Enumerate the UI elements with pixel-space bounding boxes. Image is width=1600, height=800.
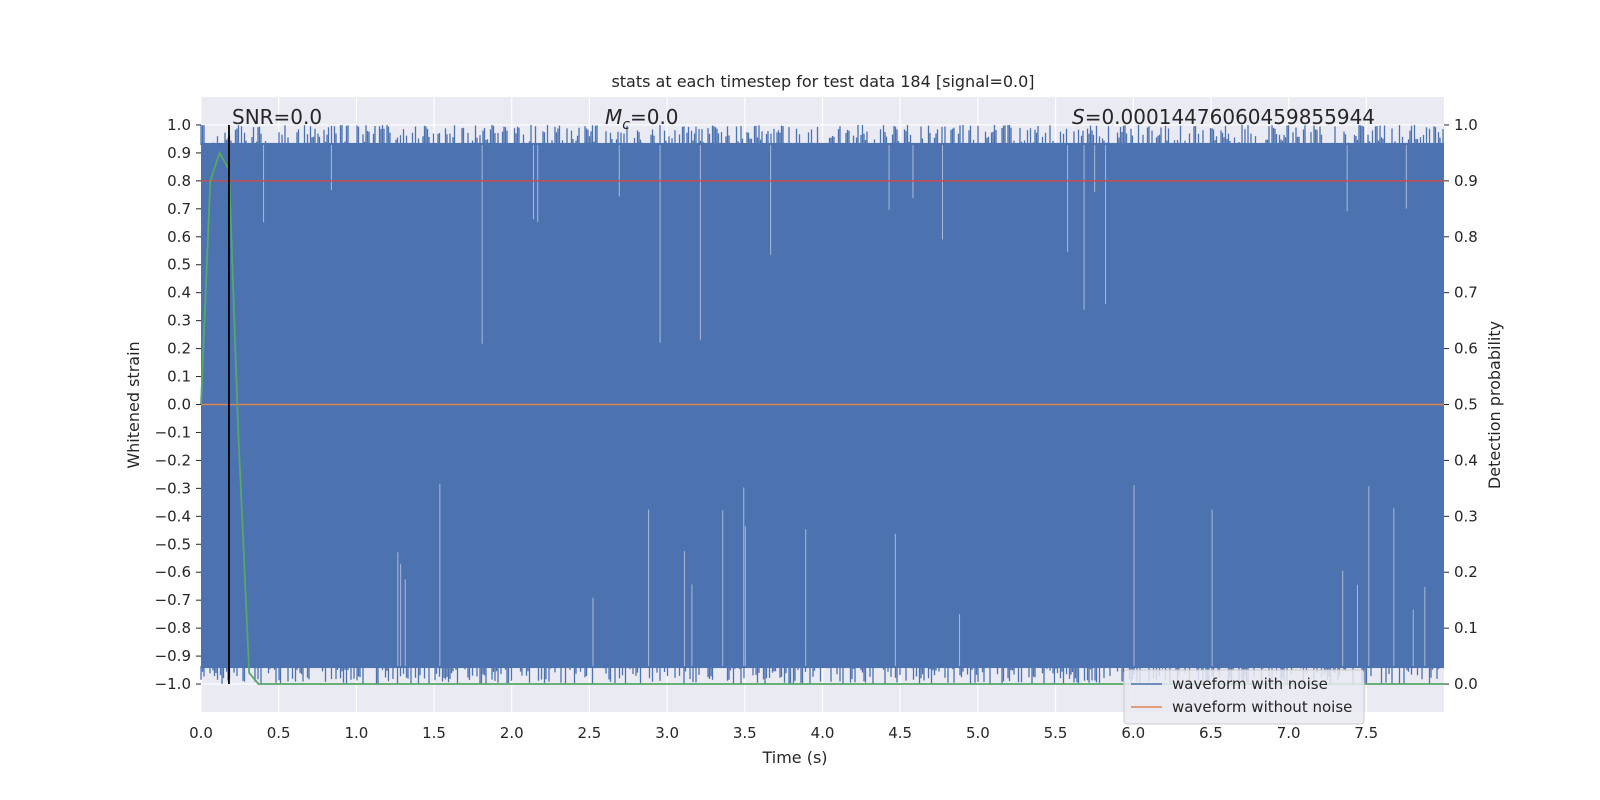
y-tick-label: 0.5 <box>167 256 191 274</box>
y-tick-label: −0.7 <box>155 591 191 609</box>
y-tick-label: 0.2 <box>167 340 191 358</box>
y-tick-label: −0.5 <box>155 535 191 553</box>
y-tick-label: 0.8 <box>167 172 191 190</box>
y2-tick-label: 1.0 <box>1454 116 1478 134</box>
x-tick-label: 5.5 <box>1044 724 1068 742</box>
mc-value: =0.0 <box>630 105 679 129</box>
y-tick-label: −0.2 <box>155 451 191 469</box>
x-tick-label: 5.0 <box>966 724 990 742</box>
x-tick-label: 1.0 <box>344 724 368 742</box>
y2-tick-label: 0.9 <box>1454 172 1478 190</box>
detection-probability-line <box>200 150 1444 685</box>
y2-tick-label: 0.2 <box>1454 563 1478 581</box>
y-tick-label: 0.6 <box>167 228 191 246</box>
x-tick-label: 7.0 <box>1277 724 1301 742</box>
x-tick-label: 4.0 <box>811 724 835 742</box>
noise-waveform-band <box>201 142 1444 669</box>
y2-tick-label: 0.5 <box>1454 396 1478 414</box>
s-value: =0.00014476060459855944 <box>1085 105 1375 129</box>
s-symbol: S <box>1072 105 1085 129</box>
x-tick-label: 0.0 <box>189 724 213 742</box>
y2-tick-label: 0.1 <box>1454 619 1478 637</box>
x-tick-label: 3.5 <box>733 724 757 742</box>
x-tick-label: 2.0 <box>500 724 524 742</box>
legend-box <box>1123 669 1365 725</box>
x-tick-label: 3.0 <box>655 724 679 742</box>
mc-subscript: c <box>622 117 630 133</box>
y-axis-label: Whitened strain <box>124 341 143 468</box>
x-tick-label: 4.5 <box>888 724 912 742</box>
x-tick-label: 7.5 <box>1354 724 1378 742</box>
y2-tick-label: 0.3 <box>1454 507 1478 525</box>
y-tick-label: −0.3 <box>155 479 191 497</box>
x-tick-label: 2.5 <box>578 724 602 742</box>
y-tick-label: −1.0 <box>155 675 191 693</box>
y-tick-label: −0.6 <box>155 563 191 581</box>
x-axis-label: Time (s) <box>761 748 827 767</box>
x-tick-label: 6.5 <box>1199 724 1223 742</box>
y-tick-label: 1.0 <box>167 116 191 134</box>
y-tick-label: −0.9 <box>155 647 191 665</box>
y-tick-label: 0.1 <box>167 368 191 386</box>
y-tick-label: 0.7 <box>167 200 191 218</box>
y-tick-label: 0.9 <box>167 144 191 162</box>
noise-waveform-bottom <box>200 629 1444 684</box>
y2-tick-label: 0.6 <box>1454 340 1478 358</box>
y-tick-label: 0.0 <box>167 396 191 414</box>
y-tick-label: −0.4 <box>155 507 191 525</box>
y-tick-label: 0.3 <box>167 312 191 330</box>
noise-waveform-top <box>200 125 1444 180</box>
mc-annotation: Mc=0.0 <box>605 105 679 133</box>
mc-symbol: M <box>605 105 622 129</box>
s-annotation: S=0.00014476060459855944 <box>1072 105 1375 129</box>
legend: waveform with noise waveform without noi… <box>1123 669 1365 725</box>
chart-title: stats at each timestep for test data 184… <box>611 72 1034 91</box>
y-tick-label: −0.1 <box>155 423 191 441</box>
x-tick-label: 6.0 <box>1121 724 1145 742</box>
y-tick-label: −0.8 <box>155 619 191 637</box>
y2-tick-label: 0.8 <box>1454 228 1478 246</box>
plot-area <box>200 97 1444 712</box>
legend-label-noise: waveform with noise <box>1172 675 1328 693</box>
annotations: SNR=0.0 Mc=0.0 S=0.00014476060459855944 <box>232 105 1375 133</box>
snr-annotation: SNR=0.0 <box>232 105 322 129</box>
y2-tick-label: 0.4 <box>1454 451 1478 469</box>
y2-tick-label: 0.0 <box>1454 675 1478 693</box>
legend-label-clean: waveform without noise <box>1172 698 1352 716</box>
y2-tick-label: 0.7 <box>1454 284 1478 302</box>
y-tick-label: 0.4 <box>167 284 191 302</box>
x-tick-label: 0.5 <box>267 724 291 742</box>
y2-axis-label: Detection probability <box>1485 321 1504 489</box>
x-tick-label: 1.5 <box>422 724 446 742</box>
